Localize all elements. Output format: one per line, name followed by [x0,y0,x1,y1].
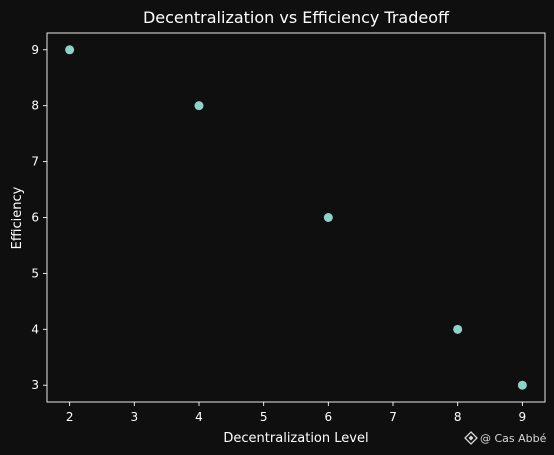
data-point [65,45,75,55]
binance-diamond-icon [464,431,478,445]
data-point [517,380,527,390]
x-tick-label: 5 [260,410,268,424]
y-tick-label: 6 [31,211,39,225]
data-point [323,213,333,222]
x-tick-label: 2 [66,410,74,424]
watermark-text: @ Cas Abbé [480,432,547,445]
x-tick-label: 8 [454,410,462,424]
data-point [453,324,463,334]
chart-title: Decentralization vs Efficiency Tradeoff [143,8,450,27]
x-tick-label: 9 [519,410,527,424]
y-tick-label: 7 [31,155,39,169]
data-point [194,101,204,111]
y-axis-title: Efficiency [10,186,25,249]
plot-area: 2 3 4 5 6 7 8 9 3 4 5 6 7 8 9 [31,32,546,424]
watermark: @ Cas Abbé [464,431,547,445]
x-tick-label: 7 [389,410,397,424]
x-tick-label: 6 [325,410,333,424]
x-tick-label: 4 [195,410,203,424]
x-tick-label: 3 [130,410,138,424]
y-tick-label: 5 [31,266,39,280]
y-tick-label: 3 [31,378,39,392]
y-tick-label: 9 [31,43,39,57]
x-axis-title: Decentralization Level [223,431,368,446]
y-tick-label: 4 [31,322,39,336]
y-tick-label: 8 [31,99,39,113]
